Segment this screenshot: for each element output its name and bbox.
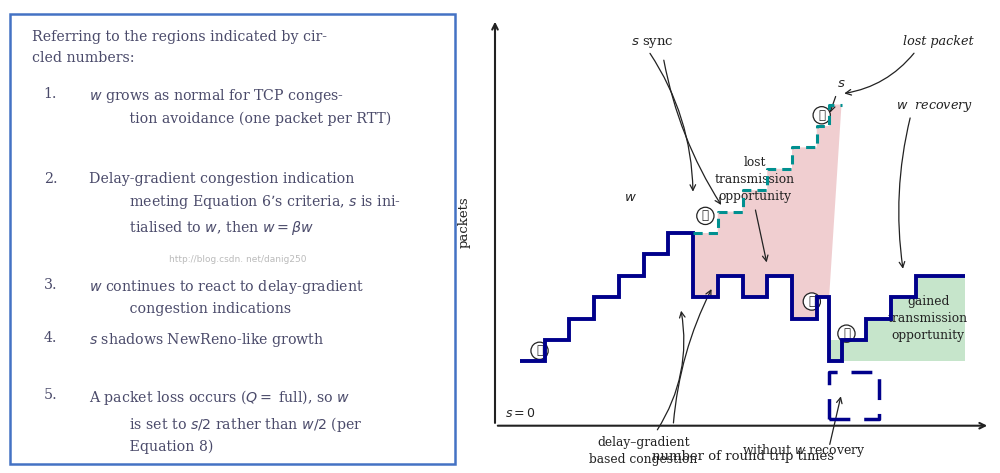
Text: A packet loss occurs ($Q =$ full), so $w$
         is set to $s/2$ rather than $: A packet loss occurs ($Q =$ full), so $w… — [89, 388, 363, 455]
Text: 1.: 1. — [44, 88, 57, 101]
Text: $w$: $w$ — [624, 191, 637, 204]
Text: 4.: 4. — [44, 331, 57, 345]
Text: $w$ continues to react to delay-gradient
         congestion indications: $w$ continues to react to delay-gradient… — [89, 278, 364, 316]
Text: $s$ shadows NewReno-like growth: $s$ shadows NewReno-like growth — [89, 331, 325, 349]
Text: $w$  recovery: $w$ recovery — [896, 100, 973, 114]
Polygon shape — [693, 105, 842, 319]
Text: packets: packets — [458, 196, 471, 248]
Text: 2.: 2. — [44, 172, 57, 186]
Text: http://blog.csdn. net/danig250: http://blog.csdn. net/danig250 — [169, 255, 306, 264]
Text: lost packet: lost packet — [903, 35, 974, 48]
Text: gained
transmission
opportunity: gained transmission opportunity — [888, 295, 968, 342]
Polygon shape — [829, 276, 965, 361]
Text: $s$ sync: $s$ sync — [631, 35, 674, 50]
Text: delay–gradient
based congestion: delay–gradient based congestion — [589, 437, 698, 466]
Text: $s$: $s$ — [837, 78, 845, 90]
Text: Referring to the regions indicated by cir-
cled numbers:: Referring to the regions indicated by ci… — [32, 30, 327, 65]
Text: Delay-gradient congestion indication
         meeting Equation 6’s criteria, $s$: Delay-gradient congestion indication mee… — [89, 172, 401, 236]
Text: without $w$ recovery: without $w$ recovery — [742, 441, 866, 458]
Text: ③: ③ — [808, 295, 815, 308]
Text: 3.: 3. — [44, 278, 57, 292]
Text: $s = 0$: $s = 0$ — [505, 407, 536, 420]
Text: lost
transmission
opportunity: lost transmission opportunity — [715, 156, 795, 203]
Text: ⑤: ⑤ — [843, 327, 850, 340]
Text: ④: ④ — [818, 109, 825, 122]
Text: $w$ grows as normal for TCP conges-
         tion avoidance (one packet per RTT): $w$ grows as normal for TCP conges- tion… — [89, 88, 391, 126]
Text: 5.: 5. — [44, 388, 57, 402]
Text: ①: ① — [536, 344, 543, 357]
Text: number of round trip times: number of round trip times — [652, 450, 834, 463]
Text: ②: ② — [702, 210, 709, 222]
